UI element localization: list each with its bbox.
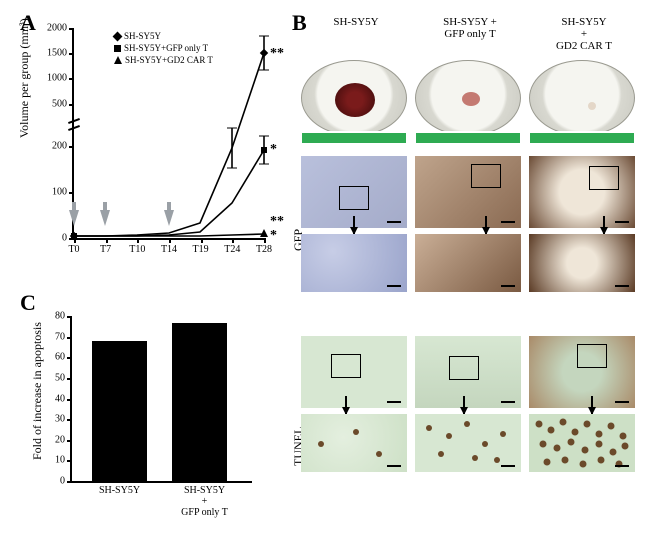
column-header: SH-SY5Y [301, 16, 411, 28]
zoom-arrow-icon [345, 396, 347, 414]
gfp-ihc-zoom [301, 234, 407, 292]
significance-mark: * [270, 228, 277, 244]
legend-label: SH-SY5Y+GD2 CAR T [125, 54, 213, 66]
legend-item: SH-SY5Y+GD2 CAR T [114, 54, 213, 66]
chart-c-ytick: 20 [55, 434, 72, 445]
chart-c-xtick: SH-SY5Y [82, 481, 157, 496]
significance-mark: ** [270, 46, 284, 62]
gfp-ihc-zoom [529, 234, 635, 292]
chart-c-ytick: 40 [55, 393, 72, 404]
column-header: SH-SY5Y + GD2 CAR T [529, 16, 639, 52]
gfp-ihc-image [415, 156, 521, 228]
chart-c-xtick: SH-SY5Y + GFP only T [162, 481, 247, 518]
zoom-arrow-icon [591, 396, 593, 414]
chart-a-ytick: 1500 [47, 48, 74, 59]
panel-a: Volume per group (mm³) 2000 1500 1000 50… [34, 18, 279, 248]
significance-mark: * [270, 142, 277, 158]
panel-c: Fold of increase in apoptosis 80 70 60 5… [34, 310, 264, 525]
legend-item: SH-SY5Y [114, 30, 213, 42]
chart-a-ylabel: Volume per group (mm³) [17, 18, 32, 138]
injection-arrow-icon [164, 210, 174, 226]
legend-label: SH-SY5Y [124, 30, 161, 42]
chart-c-ytick: 70 [55, 331, 72, 342]
tunel-zoom [415, 414, 521, 472]
legend-label: SH-SY5Y+GFP only T [124, 42, 208, 54]
chart-a-ytick: 1000 [47, 73, 74, 84]
chart-a-xtick: T24 [224, 238, 240, 255]
tunel-nuclei-icon [529, 414, 635, 472]
chart-c-axes: 80 70 60 50 40 30 20 10 0 SH-SY5Y SH-SY5… [70, 316, 252, 483]
zoom-arrow-icon [485, 216, 487, 234]
tunel-image [529, 336, 635, 408]
chart-a-xtick: T10 [129, 238, 145, 255]
scientific-figure: A Volume per group (mm³) 2000 1500 1000 … [10, 10, 640, 541]
chart-c-ytick: 50 [55, 372, 72, 383]
chart-a-xtick: T14 [161, 238, 177, 255]
chart-a-legend: SH-SY5Y SH-SY5Y+GFP only T SH-SY5Y+GD2 C… [114, 30, 213, 66]
chart-a-xtick: T19 [192, 238, 208, 255]
zoom-arrow-icon [353, 216, 355, 234]
zoom-arrow-icon [603, 216, 605, 234]
injection-arrow-icon [100, 210, 110, 226]
chart-a-ytick: 2000 [47, 23, 74, 34]
panel-b: SH-SY5Y SH-SY5Y + GFP only T SH-SY5Y + G… [285, 16, 640, 536]
chart-c-ytick: 30 [55, 414, 72, 425]
chart-a-ytick: 500 [52, 98, 74, 109]
injection-arrow-icon [69, 210, 79, 226]
chart-c-ytick: 10 [55, 455, 72, 466]
legend-item: SH-SY5Y+GFP only T [114, 42, 213, 54]
gfp-ihc-zoom [415, 234, 521, 292]
gfp-ihc-image [529, 156, 635, 228]
column-header: SH-SY5Y + GFP only T [415, 16, 525, 40]
tunel-zoom [529, 414, 635, 472]
chart-c-ylabel: Fold of increase in apoptosis [30, 322, 45, 460]
chart-a-xtick: T7 [100, 238, 111, 255]
tunel-image [301, 336, 407, 408]
tunel-zoom [301, 414, 407, 472]
tumor-dish [301, 60, 407, 136]
chart-c-ytick: 60 [55, 352, 72, 363]
chart-a-ytick: 200 [52, 140, 74, 151]
chart-a-ytick: 100 [52, 186, 74, 197]
chart-c-bar [172, 323, 227, 481]
tunel-nuclei-icon [301, 414, 407, 472]
chart-c-ytick: 80 [55, 311, 72, 322]
chart-c-ytick: 0 [60, 476, 72, 487]
diamond-marker-icon [113, 31, 123, 41]
tumor-dish [529, 60, 635, 136]
tunel-nuclei-icon [415, 414, 521, 472]
chart-c-bar [92, 341, 147, 481]
triangle-marker-icon [114, 56, 122, 64]
square-marker-icon [114, 45, 121, 52]
zoom-arrow-icon [463, 396, 465, 414]
chart-a-xtick: T0 [68, 238, 79, 255]
tumor-dish [415, 60, 521, 136]
tunel-image [415, 336, 521, 408]
